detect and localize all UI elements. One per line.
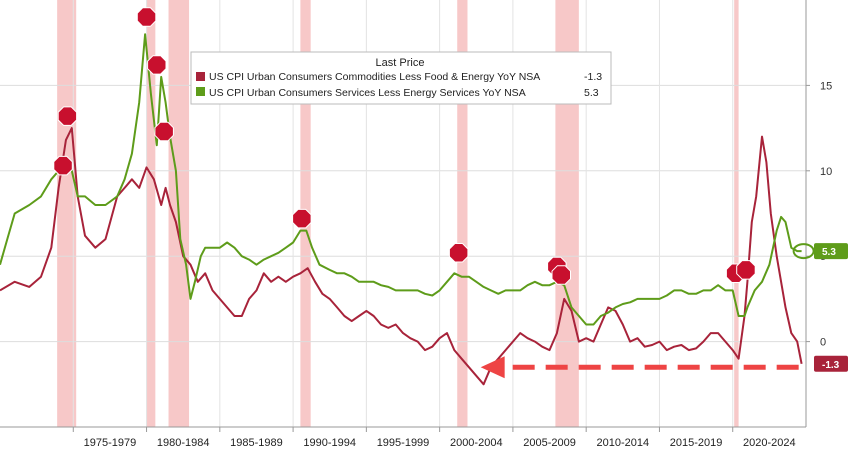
last-value-text-0: -1.3 (822, 360, 840, 371)
legend-box (190, 51, 612, 105)
xtick-label-9: 2020-2024 (743, 437, 796, 449)
last-value-badges: -1.3 5.3 (792, 243, 848, 372)
y-ticks: 051015 (806, 80, 832, 349)
annotation-arrow (480, 356, 799, 379)
last-value-badge-1 (814, 243, 848, 260)
recession-marker-2 (136, 7, 157, 27)
legend-title: Last Price (376, 57, 425, 69)
recession-marker-10 (736, 260, 756, 280)
legend-value-commodities: -1.3 (584, 71, 602, 83)
last-value-text-1: 5.3 (822, 247, 836, 258)
last-point-circle (792, 243, 815, 260)
series-line-0 (0, 127, 803, 386)
xtick-label-1: 1980-1984 (157, 437, 210, 449)
recession-marker-4 (154, 121, 174, 142)
legend-swatch-commodities (196, 72, 205, 81)
ytick-label-2: 10 (820, 166, 832, 178)
ytick-label-0: 0 (820, 337, 826, 349)
legend-label-services: US CPI Urban Consumers Services Less Ene… (209, 87, 526, 99)
xtick-label-3: 1990-1994 (303, 437, 356, 449)
legend: Last Price US CPI Urban Consumers Commod… (190, 51, 612, 105)
xtick-label-6: 2005-2009 (523, 437, 576, 449)
recession-band-1 (146, 0, 156, 427)
xtick-label-2: 1985-1989 (230, 437, 283, 449)
recession-marker-1 (57, 106, 78, 126)
ytick-label-3: 15 (820, 80, 832, 92)
last-value-badge-0 (814, 355, 848, 372)
recession-marker-8 (551, 265, 571, 285)
recession-band-6 (734, 0, 739, 427)
legend-swatch-services (196, 87, 205, 96)
recession-markers (53, 7, 756, 285)
xtick-label-5: 2000-2004 (450, 437, 503, 449)
recession-marker-5 (292, 208, 312, 229)
xtick-label-0: 1975-1979 (84, 437, 137, 449)
x-ticks: 1975-1979 1980-1984 1985-1989 1990-1994 1995… (72, 427, 796, 449)
annotation-arrow-head (480, 356, 505, 379)
recession-band-4 (457, 0, 468, 427)
recession-marker-0 (53, 155, 73, 176)
legend-label-commodities: US CPI Urban Consumers Commodities Less … (209, 71, 540, 83)
legend-value-services: 5.3 (584, 87, 599, 99)
recession-marker-3 (147, 55, 167, 75)
recession-marker-6 (448, 243, 469, 263)
xtick-label-7: 2010-2014 (597, 437, 650, 449)
xtick-label-8: 2015-2019 (670, 437, 723, 449)
xtick-label-4: 1995-1999 (377, 437, 430, 449)
